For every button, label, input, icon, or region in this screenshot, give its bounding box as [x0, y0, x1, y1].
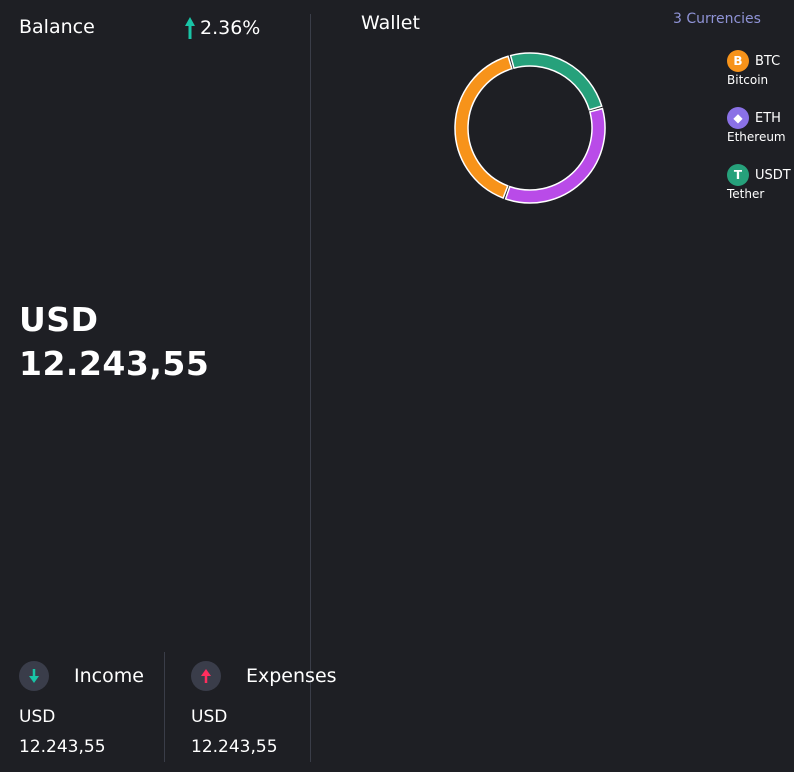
panel-divider	[310, 14, 311, 762]
balance-change: 2.36%	[184, 16, 260, 40]
income-arrow-icon	[19, 661, 49, 691]
balance-amount: 12.243,55	[19, 344, 210, 383]
donut-slice-btc	[454, 55, 513, 199]
income-amount: 12.243,55	[19, 737, 106, 757]
expenses-currency: USD	[191, 707, 228, 727]
legend-symbol: BTC	[755, 53, 781, 69]
legend-item-usdt[interactable]: T USDT Tether	[727, 164, 791, 201]
income-currency: USD	[19, 707, 56, 727]
legend-item-eth[interactable]: ◆ ETH Ethereum	[727, 107, 786, 144]
bitcoin-icon: B	[727, 50, 749, 72]
legend-symbol: ETH	[755, 110, 781, 126]
income-card: Income USD 12.243,55	[19, 660, 144, 757]
expenses-label: Expenses	[246, 665, 337, 687]
legend-item-btc[interactable]: B BTC Bitcoin	[727, 50, 780, 87]
legend-name: Bitcoin	[727, 73, 769, 87]
expenses-amount: 12.243,55	[191, 737, 278, 757]
donut-slice-usdt	[509, 52, 603, 111]
income-label: Income	[74, 665, 144, 687]
legend-name: Ethereum	[727, 130, 786, 144]
legend-name: Tether	[727, 187, 765, 201]
currencies-link[interactable]: 3 Currencies	[673, 11, 761, 27]
tether-icon: T	[727, 164, 749, 186]
expenses-card: Expenses USD 12.243,55	[191, 660, 337, 757]
wallet-donut-chart	[454, 52, 606, 204]
legend-symbol: USDT	[755, 167, 791, 183]
balance-change-value: 2.36%	[200, 17, 261, 39]
expenses-arrow-icon	[191, 661, 221, 691]
donut-slice-eth	[504, 107, 606, 204]
wallet-title: Wallet	[361, 12, 420, 34]
balance-currency: USD	[19, 300, 99, 339]
metrics-divider	[164, 652, 165, 762]
balance-title: Balance	[19, 16, 95, 38]
arrow-up-icon	[184, 16, 196, 40]
ethereum-icon: ◆	[727, 107, 749, 129]
balance-amount-block: USD 12.243,55	[19, 298, 209, 386]
